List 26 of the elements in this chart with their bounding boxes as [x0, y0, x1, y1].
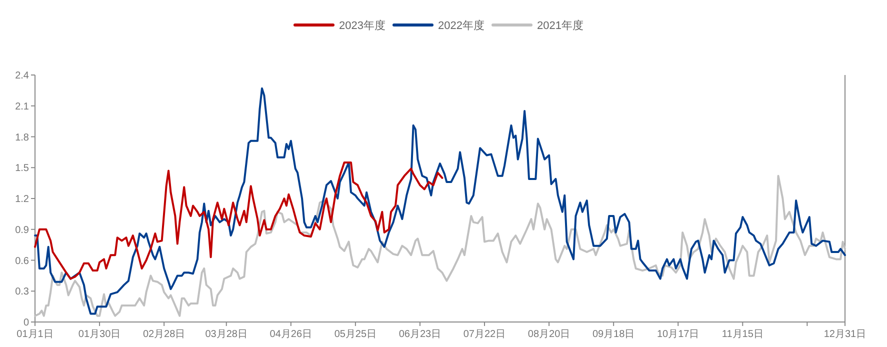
- x-tick-label: 02月28日: [142, 329, 186, 340]
- legend-label: 2021年度: [537, 18, 584, 32]
- x-tick-label: 08月20日: [528, 329, 570, 340]
- y-tick-label: 1.2: [15, 194, 30, 205]
- x-tick-label: 01月1日: [16, 329, 54, 340]
- x-tick-label: 01月30日: [78, 329, 121, 340]
- y-tick-label: 0: [23, 318, 30, 328]
- x-tick-label: 06月23日: [398, 329, 442, 340]
- x-tick-label: 07月22日: [463, 329, 506, 340]
- x-tick-label: 04月26日: [270, 329, 312, 340]
- x-tick-label: 10月17日: [656, 329, 700, 340]
- line-series: [34, 161, 444, 280]
- x-tick-label: 12月31日: [824, 329, 866, 340]
- y-tick-label: 0.6: [15, 256, 30, 267]
- y-tick-label: 0.3: [15, 286, 30, 298]
- y-tick-label: 1.5: [15, 163, 30, 174]
- y-tick-label: 1.8: [15, 132, 30, 144]
- y-tick-label: 2.1: [15, 101, 30, 112]
- x-tick-label: 05月25日: [334, 329, 377, 340]
- x-tick-label: 03月28日: [205, 329, 248, 340]
- x-tick-label: 09月18日: [592, 329, 635, 340]
- x-tick-label: 11月15日: [722, 329, 764, 340]
- y-tick-label: 0.9: [15, 224, 30, 236]
- legend-label: 2022年度: [438, 18, 484, 32]
- legend-label: 2023年度: [339, 18, 386, 32]
- y-tick-label: 2.4: [15, 70, 30, 82]
